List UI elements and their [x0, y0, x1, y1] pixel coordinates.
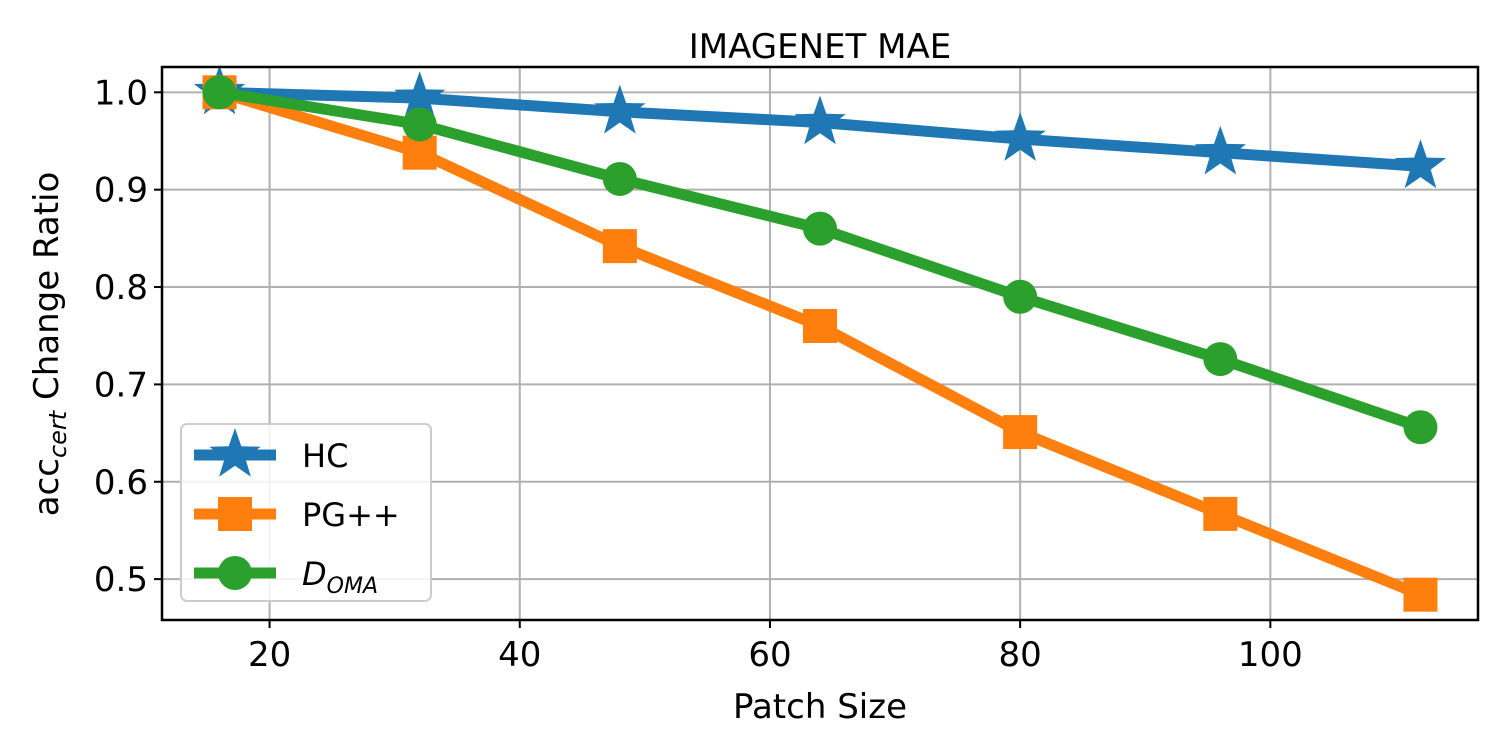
legend-label-text: HC [302, 437, 348, 475]
y-tick-label: 0.5 [94, 560, 148, 600]
series-doma [202, 75, 1438, 445]
y-tick-label: 0.8 [94, 268, 148, 308]
legend-marker [218, 556, 252, 590]
data-point [1203, 342, 1238, 377]
series-group [193, 65, 1447, 612]
legend: HC PG++ DOMA [180, 423, 432, 602]
y-tick-label: 0.6 [94, 463, 148, 503]
data-point [202, 75, 237, 110]
y-tick-label: 0.9 [94, 171, 148, 211]
legend-label-subscript: OMA [327, 574, 378, 599]
data-point [1003, 415, 1038, 450]
x-tick-label: 20 [248, 635, 291, 675]
data-point [1194, 125, 1246, 175]
y-axis-label: acccert Change Ratio [27, 172, 72, 517]
data-point [602, 229, 637, 264]
data-point [594, 84, 646, 134]
data-point [1003, 279, 1038, 314]
legend-label: DOMA [302, 555, 378, 599]
data-point [402, 107, 437, 142]
x-tick-label: 100 [1238, 635, 1303, 675]
series-hc [193, 65, 1447, 189]
data-point [1403, 577, 1438, 612]
legend-label-text: PG++ [302, 496, 400, 534]
y-tick-label: 1.0 [94, 73, 148, 113]
x-axis-label: Patch Size [733, 687, 907, 727]
chart-title: IMAGENET MAE [689, 27, 951, 67]
data-point [394, 71, 446, 120]
plot-frame [160, 65, 1480, 622]
legend-label: PG++ [302, 496, 400, 534]
legend-label: HC [302, 437, 348, 475]
data-point [1203, 496, 1238, 531]
y-tick-label: 0.7 [94, 365, 148, 405]
legend-marker [218, 497, 252, 531]
x-tick-label: 80 [999, 635, 1042, 675]
ticks: 20 40 60 80 100 0.5 0.6 0.7 0.8 0.9 1.0 [94, 73, 1303, 675]
x-tick-label: 40 [498, 635, 541, 675]
data-point [803, 308, 837, 343]
legend-label-text: D [302, 555, 327, 593]
data-point [1403, 410, 1438, 445]
data-point [994, 112, 1046, 161]
legend-marker [209, 428, 261, 477]
data-point [803, 211, 837, 246]
data-point [1394, 139, 1447, 189]
data-point [602, 161, 637, 196]
x-tick-label: 60 [748, 635, 791, 675]
data-point [794, 95, 846, 145]
